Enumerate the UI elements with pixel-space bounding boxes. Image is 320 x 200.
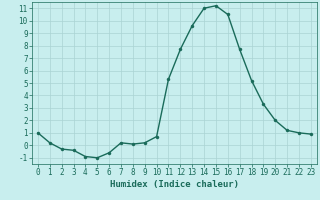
X-axis label: Humidex (Indice chaleur): Humidex (Indice chaleur): [110, 180, 239, 189]
